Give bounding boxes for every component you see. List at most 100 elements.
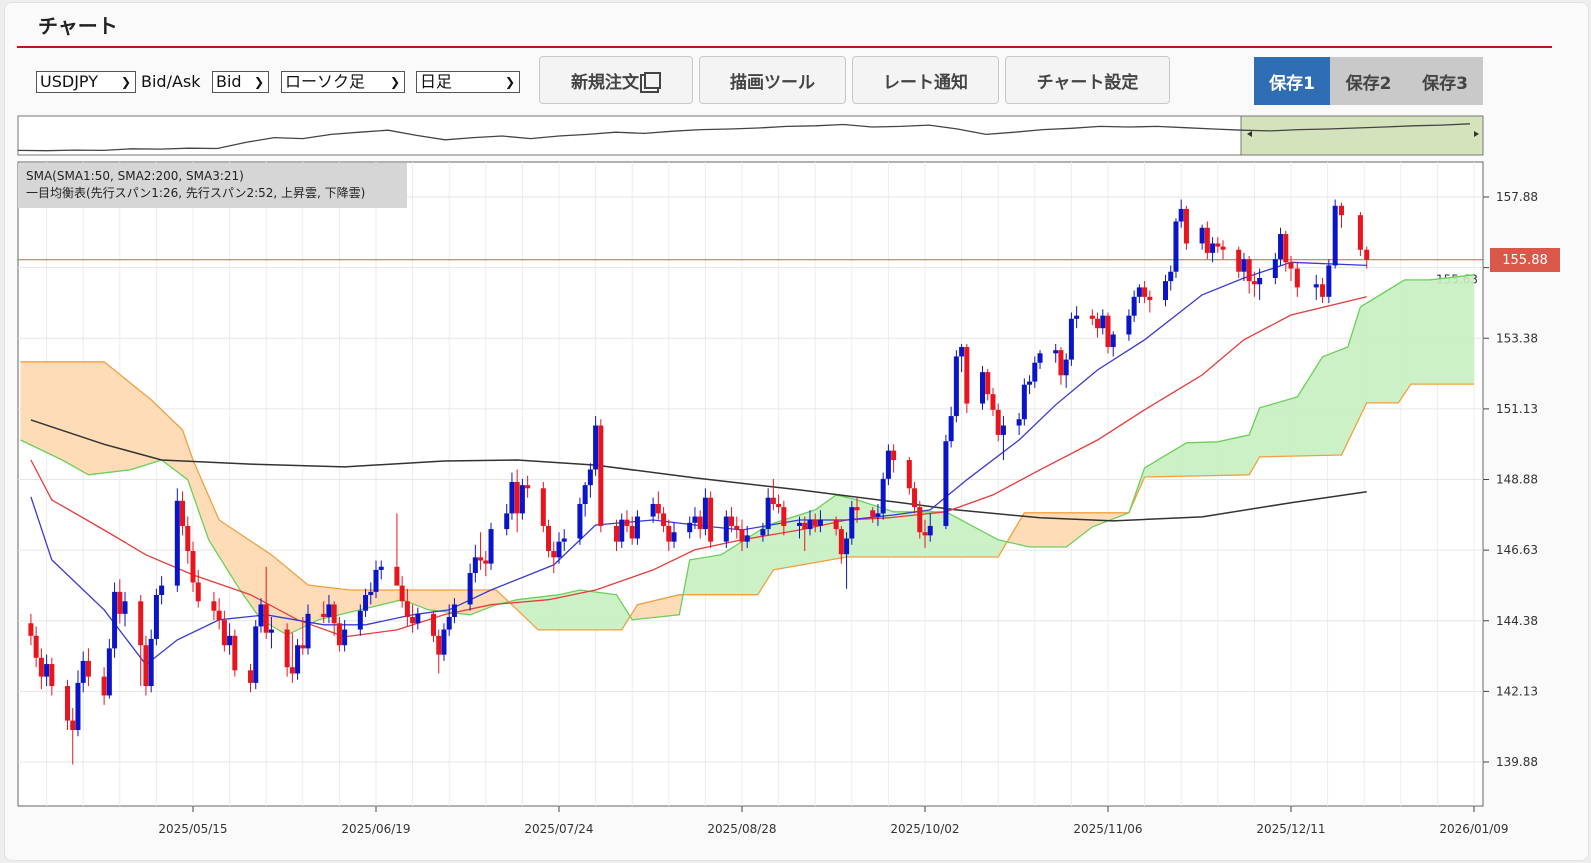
candle xyxy=(634,510,640,545)
bidask-select[interactable]: Bid ❯ xyxy=(212,71,269,93)
candle-body xyxy=(1027,381,1033,385)
rate-alert-button[interactable]: レート通知 xyxy=(852,56,999,104)
save-tab-2[interactable]: 保存2 xyxy=(1330,57,1407,105)
candle-body xyxy=(227,635,233,646)
candle xyxy=(702,488,708,536)
candle-body xyxy=(253,626,259,683)
candle xyxy=(185,516,191,564)
candle-body xyxy=(336,623,342,646)
candle xyxy=(289,632,295,683)
candle-body xyxy=(734,525,740,530)
candle-body xyxy=(211,601,217,611)
candle-body xyxy=(629,525,635,539)
indicator-legend: SMA(SMA1:50, SMA2:200, SMA3:21) 一目均衡表(先行… xyxy=(18,163,407,208)
new-order-label: 新規注文 xyxy=(571,72,639,93)
candle-body xyxy=(985,372,991,395)
candle xyxy=(1126,309,1132,341)
candle-body xyxy=(143,645,149,687)
candle xyxy=(363,588,369,617)
candle-body xyxy=(854,507,860,511)
timeframe-select[interactable]: 日足 ❯ xyxy=(416,71,520,93)
candle-body xyxy=(1326,265,1332,297)
cloud-up xyxy=(1128,274,1474,513)
candle xyxy=(138,595,144,687)
navigator-line xyxy=(17,123,1471,152)
candle xyxy=(65,679,71,730)
candle-body xyxy=(1131,296,1137,316)
candle xyxy=(190,541,196,592)
candle xyxy=(101,667,107,705)
candle xyxy=(431,610,437,643)
candle xyxy=(844,532,850,589)
candle-body xyxy=(598,425,604,526)
candle-body xyxy=(33,635,39,658)
candle-body xyxy=(849,507,855,539)
candle xyxy=(781,500,787,536)
candle xyxy=(195,569,201,608)
candle-body xyxy=(917,507,923,533)
candle-body xyxy=(509,482,515,514)
candle-body xyxy=(112,591,118,649)
candle xyxy=(1131,290,1137,322)
candle xyxy=(1142,281,1148,304)
save-tab-1[interactable]: 保存1 xyxy=(1254,57,1330,105)
candle xyxy=(906,456,912,495)
candle xyxy=(1110,331,1116,357)
candle xyxy=(268,616,274,649)
candle xyxy=(1220,240,1226,260)
candle xyxy=(812,513,818,533)
drawing-tools-button[interactable]: 描画ツール xyxy=(699,56,846,104)
candle-body xyxy=(1142,287,1148,297)
candle xyxy=(1173,218,1179,278)
candle xyxy=(1178,199,1184,228)
candle xyxy=(519,478,525,520)
candle xyxy=(300,616,306,655)
candle-body xyxy=(153,595,159,639)
candle-body xyxy=(1126,315,1132,335)
chart-type-select[interactable]: ローソク足 ❯ xyxy=(281,71,405,93)
candle-body xyxy=(614,525,620,542)
candle-body xyxy=(117,591,123,614)
candle xyxy=(650,497,656,523)
candle-body xyxy=(1021,384,1027,420)
timeframe-value: 日足 xyxy=(420,72,453,91)
chart-settings-button[interactable]: チャート設定 xyxy=(1005,56,1170,104)
save-tab-3[interactable]: 保存3 xyxy=(1407,57,1483,105)
symbol-select[interactable]: USDJPY ❯ xyxy=(36,71,136,93)
chevron-down-icon: ❯ xyxy=(253,75,264,89)
cloud-down xyxy=(1007,512,1129,547)
candle-body xyxy=(232,635,238,671)
candle-body xyxy=(1246,259,1252,282)
cloud-down xyxy=(20,361,510,635)
candle-body xyxy=(990,394,996,410)
candle xyxy=(284,623,290,677)
y-tick-label: 151.13 xyxy=(1496,402,1538,416)
candle xyxy=(117,579,123,624)
candle xyxy=(556,532,562,564)
candle-body xyxy=(807,519,813,530)
candle xyxy=(964,343,970,413)
candle-body xyxy=(326,604,332,617)
candle-body xyxy=(1257,277,1263,285)
current-price-label: 155.88 xyxy=(1490,248,1560,272)
candle-body xyxy=(817,519,823,526)
new-order-button[interactable]: 新規注文 xyxy=(539,56,693,104)
candle-body xyxy=(148,638,154,687)
candle xyxy=(373,560,379,599)
candle-body xyxy=(399,585,405,602)
candle-body xyxy=(410,616,416,624)
candle xyxy=(410,604,416,633)
x-tick-label: 2025/07/24 xyxy=(524,822,593,836)
candle xyxy=(331,601,337,636)
candle-body xyxy=(770,497,776,504)
candle-body xyxy=(504,513,510,530)
y-tick-label: 153.38 xyxy=(1496,331,1538,345)
candle xyxy=(478,532,484,570)
span2-line xyxy=(20,361,1474,631)
candle xyxy=(504,503,510,536)
candle-body xyxy=(174,500,180,586)
candle-body xyxy=(948,416,954,442)
candle-body xyxy=(1220,246,1226,250)
chevron-down-icon: ❯ xyxy=(389,75,400,89)
